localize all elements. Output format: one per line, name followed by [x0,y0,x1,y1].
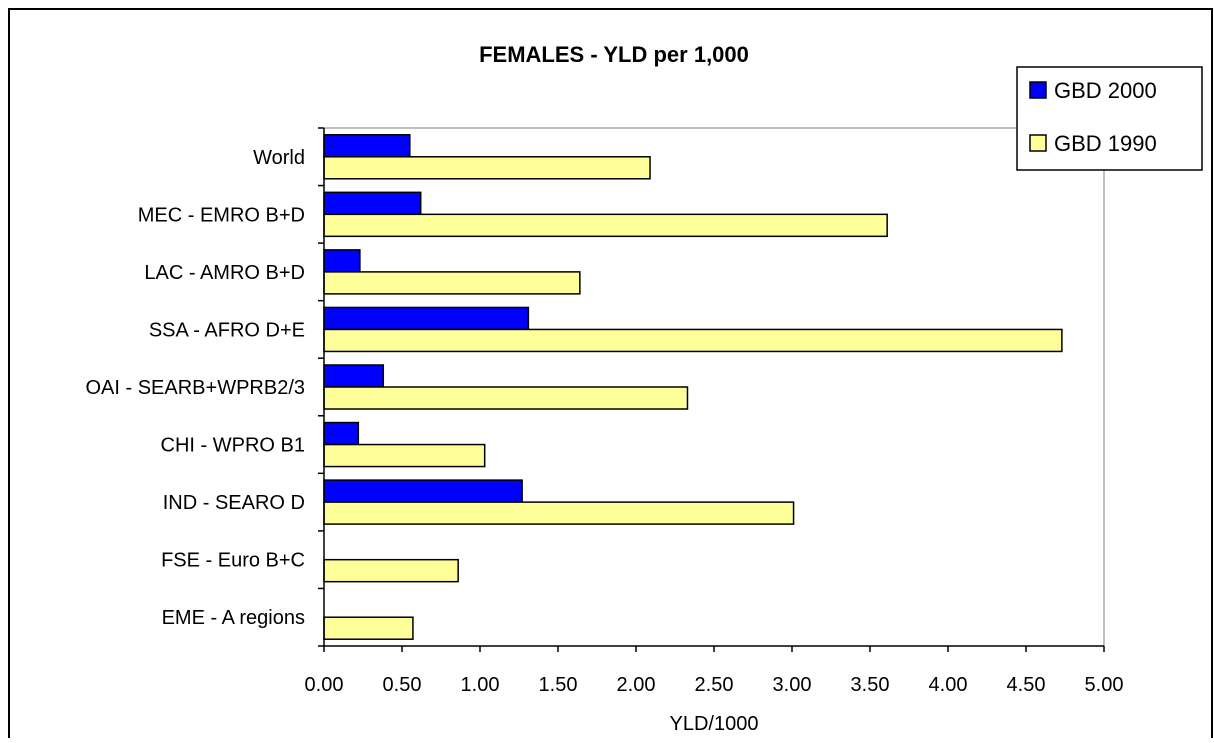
bar-gbd-1990-world [324,157,650,179]
category-label-world: World [253,147,305,169]
x-tick-label: 3.50 [851,674,890,696]
x-tick-label: 1.00 [461,674,500,696]
bar-gbd-1990-ind-searo-d [324,502,794,524]
x-tick-label: 2.50 [695,674,734,696]
bar-gbd-1990-eme-a-regions [324,617,413,639]
x-tick-label: 0.00 [305,674,344,696]
category-label-fse-euro-b-c: FSE - Euro B+C [161,550,305,572]
bar-gbd-1990-lac-amro-b-d [324,272,580,294]
x-tick-label: 2.00 [617,674,656,696]
legend-label-gbd-1990: GBD 1990 [1054,131,1157,156]
bar-gbd-2000-world [324,135,410,157]
category-label-mec-emro-b-d: MEC - EMRO B+D [138,204,305,226]
legend-label-gbd-2000: GBD 2000 [1054,78,1157,103]
category-label-ind-searo-d: IND - SEARO D [163,492,305,514]
bar-gbd-2000-lac-amro-b-d [324,250,360,272]
bar-gbd-2000-oai-searb-wprb2-3 [324,365,383,387]
x-tick-label: 5.00 [1085,674,1124,696]
bar-gbd-1990-mec-emro-b-d [324,214,887,236]
x-tick-label: 0.50 [383,674,422,696]
bar-gbd-1990-ssa-afro-d-e [324,329,1062,351]
x-tick-label: 4.50 [1007,674,1046,696]
bar-gbd-1990-chi-wpro-b1 [324,445,485,467]
bar-gbd-2000-mec-emro-b-d [324,192,421,214]
category-label-eme-a-regions: EME - A regions [162,607,305,629]
bar-gbd-1990-oai-searb-wprb2-3 [324,387,687,409]
legend: GBD 2000 GBD 1990 [1017,67,1202,170]
chart-title: FEMALES - YLD per 1,000 [479,42,749,67]
category-label-lac-amro-b-d: LAC - AMRO B+D [144,262,305,284]
category-label-ssa-afro-d-e: SSA - AFRO D+E [149,319,305,341]
x-tick-label: 4.00 [929,674,968,696]
x-tick-label: 1.50 [539,674,578,696]
bar-gbd-2000-ind-searo-d [324,480,522,502]
legend-swatch-gbd-1990 [1030,135,1046,151]
x-axis-label: YLD/1000 [670,713,759,735]
x-tick-label: 3.00 [773,674,812,696]
bar-gbd-2000-chi-wpro-b1 [324,423,358,445]
bar-gbd-1990-fse-euro-b-c [324,560,458,582]
category-label-chi-wpro-b1: CHI - WPRO B1 [161,435,305,457]
bar-gbd-2000-ssa-afro-d-e [324,307,528,329]
category-label-oai-searb-wprb2-3: OAI - SEARB+WPRB2/3 [85,377,305,399]
legend-swatch-gbd-2000 [1030,82,1046,98]
